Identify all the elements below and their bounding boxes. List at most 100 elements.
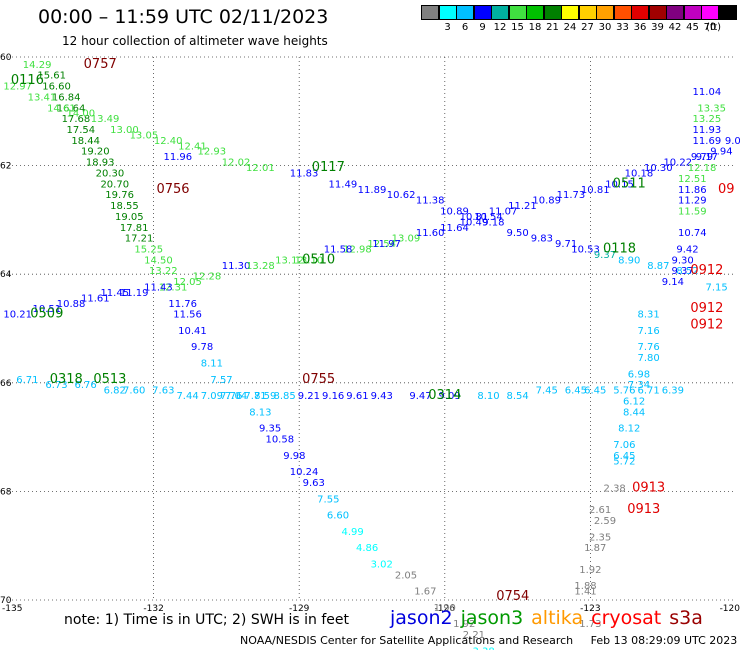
wave-height-value: 13.05 xyxy=(130,130,159,141)
wave-height-value: 6.60 xyxy=(327,511,349,522)
color-legend-tick: 12 xyxy=(493,22,507,33)
wave-height-value: 7.76 xyxy=(638,342,660,353)
wave-height-value: 10.15 xyxy=(605,179,634,190)
wave-height-value: 12.51 xyxy=(678,174,707,185)
wave-height-value: 9.16 xyxy=(322,391,344,402)
wave-height-value: 16.60 xyxy=(42,82,71,93)
wave-height-value: 11.89 xyxy=(358,185,387,196)
wave-height-value: 20.30 xyxy=(96,168,125,179)
wave-height-value: 6.45 xyxy=(584,386,606,397)
wave-height-value: 7.04 xyxy=(225,391,247,402)
wave-height-value: 6.73 xyxy=(45,380,67,391)
wave-height-value: 10.74 xyxy=(678,228,707,239)
pass-time-label: 0118 xyxy=(603,241,636,256)
wave-height-value: 10.51 xyxy=(33,304,62,315)
wave-height-value: 12.05 xyxy=(173,277,202,288)
wave-height-value: 11.58 xyxy=(324,244,353,255)
wave-height-value: 9.30 xyxy=(671,255,693,266)
color-legend-tick: 42 xyxy=(668,22,682,33)
longitude-label: -126 xyxy=(435,604,456,614)
wave-height-value: 8.31 xyxy=(638,310,660,321)
pass-time-label: 0757 xyxy=(84,57,117,72)
wave-height-value: 17.21 xyxy=(125,234,154,245)
wave-height-value: 14.29 xyxy=(23,60,52,71)
satellite-legend-altika: altika xyxy=(531,607,584,629)
wave-height-value: 11.93 xyxy=(693,125,722,136)
latitude-label: 64 xyxy=(0,270,12,280)
wave-height-value: 13.41 xyxy=(28,92,57,103)
wave-height-value: 11.86 xyxy=(678,185,707,196)
latitude-label: 66 xyxy=(0,379,12,389)
wave-height-value: 1.90 xyxy=(434,603,456,614)
wave-height-value: 11.73 xyxy=(557,190,586,201)
wave-height-value: 16.64 xyxy=(57,103,86,114)
pass-time-label: 0116 xyxy=(11,73,44,88)
wave-height-value: 10.53 xyxy=(571,244,600,255)
pass-time-label: 0756 xyxy=(156,182,189,197)
pass-time-label: 0314 xyxy=(428,388,461,403)
wave-height-value: 11.19 xyxy=(120,288,149,299)
wave-height-value: 13.22 xyxy=(149,266,178,277)
wave-height-value: 10.24 xyxy=(290,467,319,478)
wave-height-value: 8.44 xyxy=(623,407,645,418)
wave-height-value: 6.12 xyxy=(623,397,645,408)
wave-height-value: 9.37 xyxy=(594,250,616,261)
wave-height-value: 12.54 xyxy=(367,239,396,250)
wave-height-value: 19.76 xyxy=(105,190,134,201)
wave-height-value: 4.99 xyxy=(341,527,363,538)
wave-height-value: 9.63 xyxy=(303,478,325,489)
wave-height-value: 6.76 xyxy=(75,380,97,391)
wave-height-value: 7.06 xyxy=(613,440,635,451)
wave-height-value: 8.87 xyxy=(647,261,669,272)
color-legend-swatch xyxy=(718,5,737,20)
wave-height-value: 9.42 xyxy=(676,244,698,255)
wave-height-value: 12.18 xyxy=(688,163,717,174)
color-legend-tick: 6 xyxy=(461,22,469,33)
wave-height-value: 10.81 xyxy=(581,185,610,196)
longitude-label: -135 xyxy=(2,604,22,614)
color-legend-tick: 24 xyxy=(563,22,577,33)
wave-height-value: 11.29 xyxy=(678,196,707,207)
color-legend-tick: 21 xyxy=(546,22,559,33)
wave-height-value: 9.83 xyxy=(531,234,553,245)
pass-time-label: 0913 xyxy=(627,502,660,517)
wave-height-value: 10.54 xyxy=(474,212,503,223)
pass-time-label: 0913 xyxy=(632,480,665,495)
page-subtitle: 12 hour collection of altimeter wave hei… xyxy=(62,34,328,48)
color-legend-tick: 27 xyxy=(581,22,594,33)
wave-height-value: 11.04 xyxy=(693,87,722,98)
wave-height-value: 9.78 xyxy=(191,342,213,353)
wave-height-value: 7.09 xyxy=(201,391,223,402)
longitude-label: -123 xyxy=(580,604,600,614)
wave-height-value: 10.62 xyxy=(387,190,416,201)
pass-time-label: 0912 xyxy=(690,318,723,333)
wave-height-value: 13.25 xyxy=(693,114,722,125)
satellite-legend-s3a: s3a xyxy=(669,607,703,629)
wave-height-value: 18.55 xyxy=(110,201,139,212)
wave-height-value: 9.21 xyxy=(298,391,320,402)
wave-height-value: 17.54 xyxy=(66,125,95,136)
wave-height-value: 10.49 xyxy=(460,217,489,228)
wave-height-value: 16.84 xyxy=(52,92,81,103)
wave-height-value: 2.05 xyxy=(395,570,417,581)
wave-height-value: 10.18 xyxy=(625,168,654,179)
wave-height-value: 7.63 xyxy=(152,386,174,397)
wave-height-value: 9.61 xyxy=(346,391,368,402)
wave-height-value: 11.64 xyxy=(440,223,469,234)
wave-height-value: 5.72 xyxy=(613,456,635,467)
latitude-label: 68 xyxy=(0,487,12,497)
wave-height-value: 13.00 xyxy=(110,125,139,136)
wave-height-value: 12.02 xyxy=(222,158,251,169)
wave-height-value: 10.30 xyxy=(644,163,673,174)
wave-height-value: 9.37 xyxy=(671,266,693,277)
wave-height-value: 11.83 xyxy=(290,168,319,179)
color-legend-unit: (ft) xyxy=(706,22,722,33)
wave-height-value: 2.59 xyxy=(594,516,616,527)
wave-height-value: 5.76 xyxy=(613,386,635,397)
wave-height-value: 13.12 xyxy=(275,255,304,266)
wave-height-value: 11.60 xyxy=(416,228,445,239)
wave-height-value: 10.89 xyxy=(440,206,469,217)
wave-height-value: 18.93 xyxy=(86,158,115,169)
wave-height-value: 1.87 xyxy=(584,543,606,554)
wave-height-value: 12.01 xyxy=(246,163,275,174)
